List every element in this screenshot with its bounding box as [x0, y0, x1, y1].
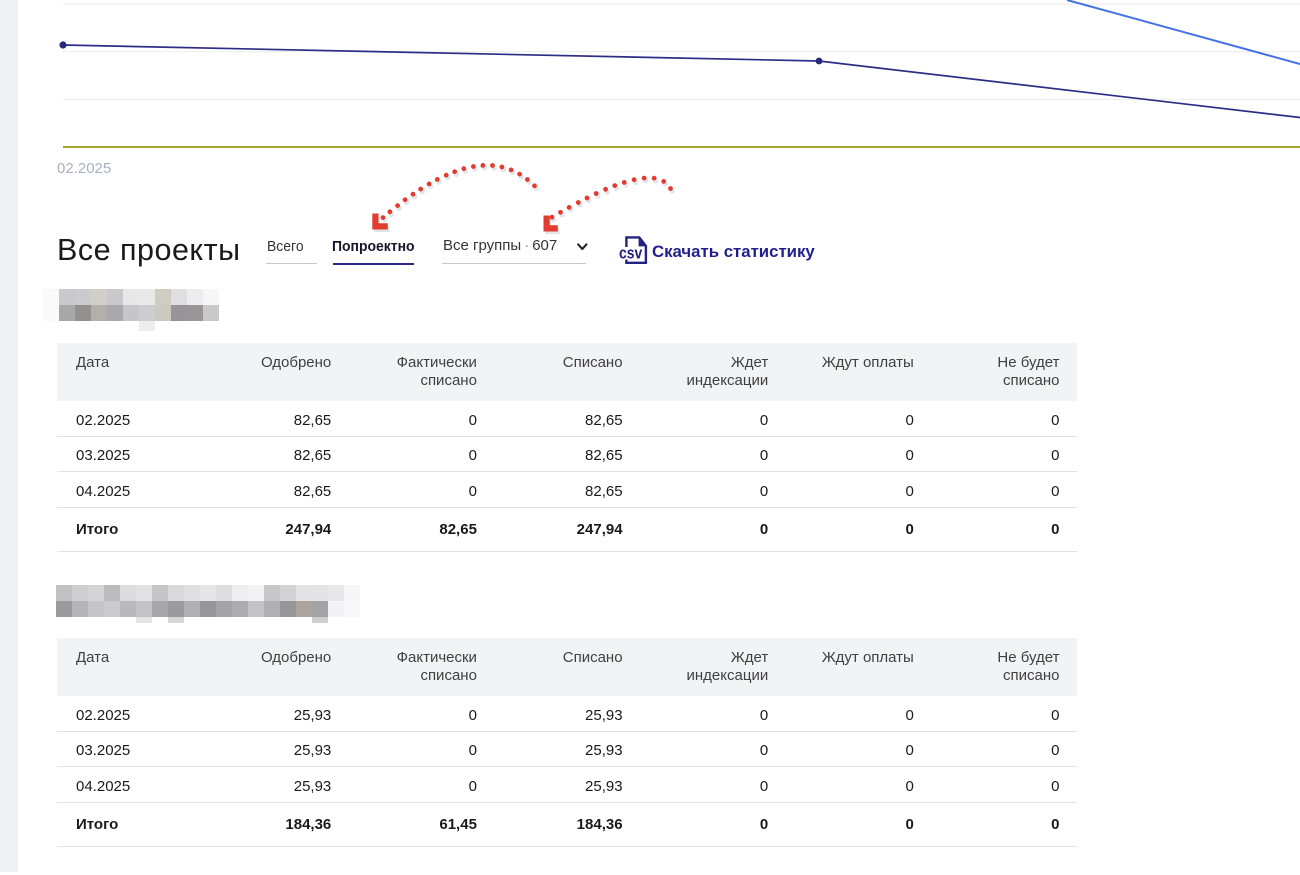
svg-text:csv: csv	[619, 244, 643, 263]
